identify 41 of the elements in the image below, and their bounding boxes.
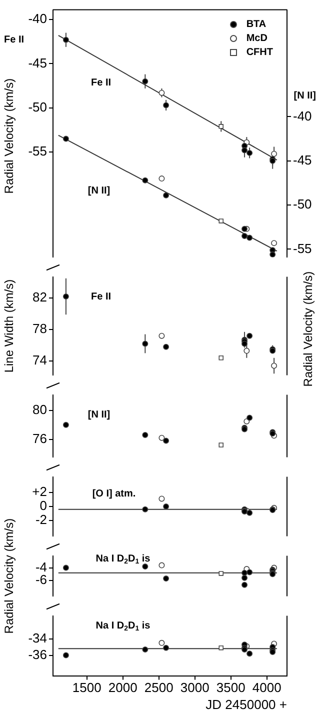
y-axis-title: Line Width (km/s) (2, 279, 16, 373)
text: Fe II (4, 34, 24, 46)
legend-label: McD (246, 32, 268, 46)
y-tick-label: -45 (28, 55, 47, 70)
y-axis-title: Radial Velocity (km/s) (2, 78, 16, 194)
annotation: [O I] atm. (92, 488, 136, 500)
y-tick-label: -36 (28, 646, 47, 662)
y-tick-label: 80 (32, 402, 47, 418)
text: [N II] (294, 90, 316, 102)
legend-label: CFHT (246, 46, 273, 60)
y-tick-label: -40 (28, 11, 47, 26)
y-tick-label: -50 (28, 99, 47, 114)
x-axis-title: JD 2450000 + (206, 696, 287, 710)
y-tick-label: -6 (35, 572, 47, 587)
annotation: [N II] (88, 186, 110, 197)
y-tick-label: 76 (32, 430, 47, 446)
y2-tick-label: -55 (293, 240, 312, 256)
y-tick-label: 0 (40, 498, 47, 514)
y-tick-label: +2 (32, 484, 47, 499)
annotation: Fe II (91, 292, 112, 303)
x-tick-label: 1500 (72, 680, 102, 696)
y-tick-label: 78 (32, 321, 47, 336)
y-tick-label: -34 (28, 630, 47, 646)
x-tick-label: 3500 (216, 680, 246, 696)
y-tick-label: -4 (35, 559, 47, 574)
x-tick-label: 3000 (180, 680, 210, 696)
x-tick-label: 2000 (108, 680, 138, 696)
x-tick-label: 2500 (144, 680, 174, 696)
y-axis-title: Radial Velocity (km/s) (2, 518, 16, 634)
y-tick-label: -2 (35, 512, 47, 528)
x-tick-label: 4000 (252, 680, 282, 696)
legend-label: BTA (246, 18, 266, 32)
y2-axis-title: Radial Velocity (km/s) (301, 271, 315, 387)
y-tick-label: 82 (32, 290, 47, 305)
y-tick-label: -55 (28, 144, 47, 159)
annotation: Fe II (91, 78, 112, 89)
y-tick-label: 74 (32, 352, 47, 368)
y2-tick-label: -45 (293, 152, 312, 168)
y2-tick-label: -40 (293, 108, 312, 124)
annotation: [N II] (88, 410, 110, 421)
y2-tick-label: -50 (293, 196, 312, 212)
